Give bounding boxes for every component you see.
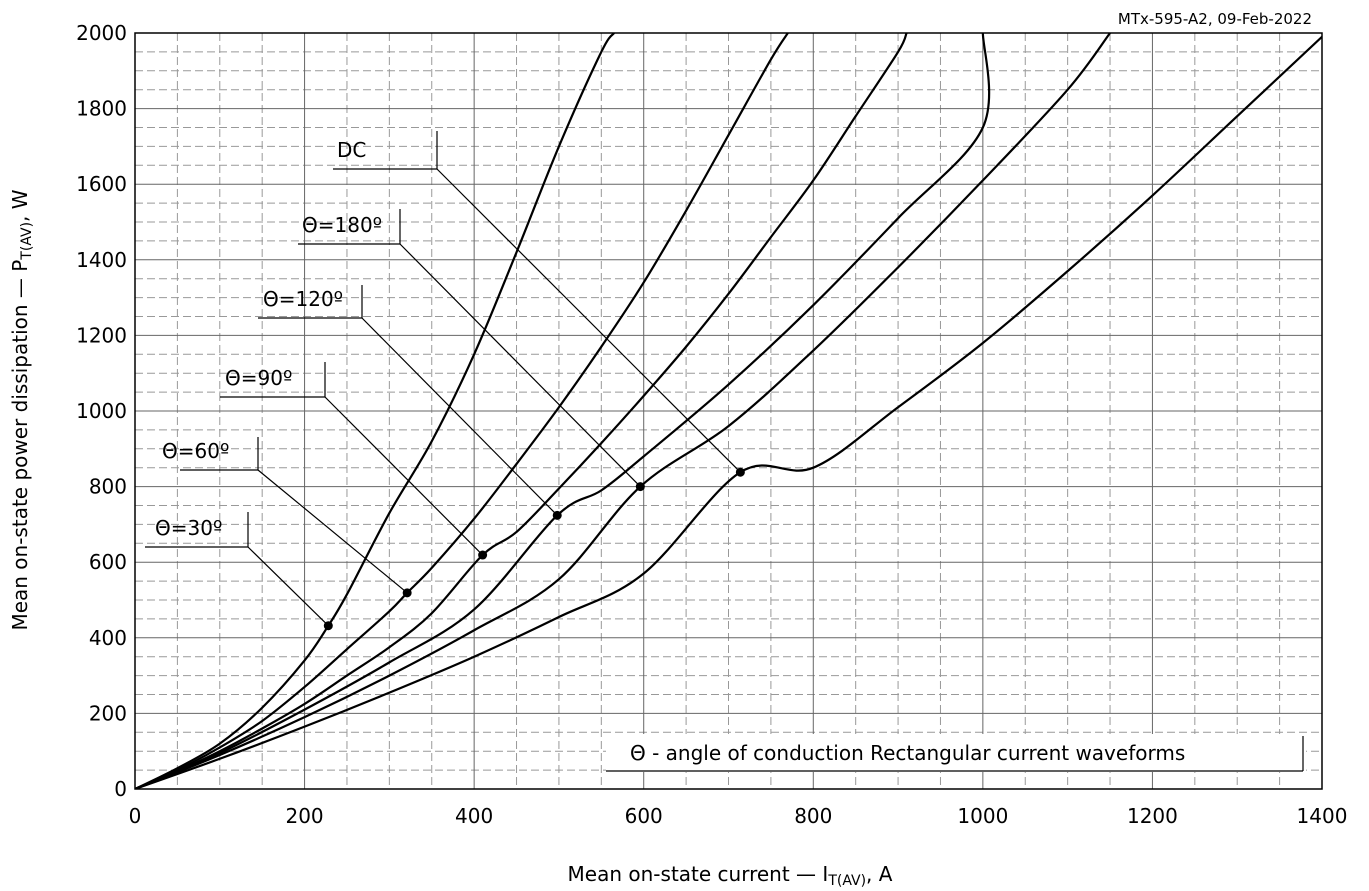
y-tick-label: 2000 — [76, 21, 127, 45]
callout-leader — [257, 469, 408, 594]
y-tick-label: 1400 — [76, 248, 127, 272]
plot-frame — [134, 32, 1323, 790]
y-tick-label: 600 — [89, 550, 127, 574]
curve-line — [135, 33, 991, 789]
callout-leader — [361, 317, 558, 516]
x-axis-label-sub: T(AV) — [827, 873, 866, 889]
curve-label: Θ=120º — [263, 287, 343, 311]
document-reference: MTx-595-A2, 09-Feb-2022 — [1118, 10, 1312, 28]
y-axis-label-main: Mean on-state power dissipation — P — [8, 260, 32, 631]
y-tick-labels: 0 200 400 600 800 1000 1200 1400 1600 1800 2000 — [76, 21, 127, 801]
annotation-box: Θ - angle of conduction Rectangular curr… — [606, 734, 1306, 772]
y-tick-label: 1600 — [76, 172, 127, 196]
curve-marker — [735, 467, 745, 477]
curve-marker — [635, 482, 645, 492]
y-tick-label: 1800 — [76, 97, 127, 121]
curve-labels: Θ=30º Θ=60º Θ=90º Θ=120º Θ=180º DC — [155, 138, 382, 540]
curve-label: Θ=180º — [302, 213, 382, 237]
y-axis-label-sub: T(AV) — [19, 222, 35, 261]
curve-label: Θ=30º — [155, 516, 222, 540]
curve-marker — [478, 550, 488, 560]
markers — [323, 467, 745, 631]
curve-marker — [323, 621, 333, 631]
curve-line — [135, 33, 789, 789]
y-tick-label: 200 — [89, 701, 127, 725]
leaders — [145, 131, 741, 627]
x-tick-label: 1200 — [1127, 804, 1178, 828]
callout-leader — [436, 168, 741, 473]
y-tick-label: 1200 — [76, 323, 127, 347]
x-tick-label: 0 — [129, 804, 142, 828]
annotation-text: Θ - angle of conduction Rectangular curr… — [630, 741, 1185, 765]
y-tick-label: 1000 — [76, 399, 127, 423]
curve-marker — [552, 510, 562, 520]
curve-line — [135, 33, 1111, 789]
x-tick-label: 800 — [794, 804, 832, 828]
curve-line — [135, 33, 908, 789]
x-axis-label-unit: , A — [866, 862, 893, 886]
x-tick-label: 1000 — [957, 804, 1008, 828]
x-axis-label-main: Mean on-state current — I — [568, 862, 829, 886]
x-tick-label: 600 — [625, 804, 663, 828]
callout-leader — [399, 243, 641, 488]
curve-marker — [402, 588, 412, 598]
callout-leader — [324, 396, 484, 556]
curve-label: DC — [337, 138, 366, 162]
y-tick-label: 400 — [89, 626, 127, 650]
x-tick-label: 1400 — [1297, 804, 1348, 828]
x-tick-label: 400 — [455, 804, 493, 828]
x-tick-labels: 0 200 400 600 800 1000 1200 1400 — [129, 804, 1348, 828]
curve-label: Θ=90º — [225, 366, 292, 390]
y-tick-label: 800 — [89, 475, 127, 499]
x-tick-label: 200 — [285, 804, 323, 828]
y-axis-label: Mean on-state power dissipation — PT(AV)… — [8, 189, 35, 630]
curve-line — [135, 33, 615, 789]
y-tick-label: 0 — [114, 777, 127, 801]
curve-label: Θ=60º — [162, 439, 229, 463]
y-axis-label-unit: , W — [8, 189, 32, 222]
x-axis-label: Mean on-state current — IT(AV), A — [568, 862, 893, 889]
curves — [135, 33, 1322, 789]
callout-leader — [247, 546, 329, 627]
curve-line — [135, 35, 1322, 789]
